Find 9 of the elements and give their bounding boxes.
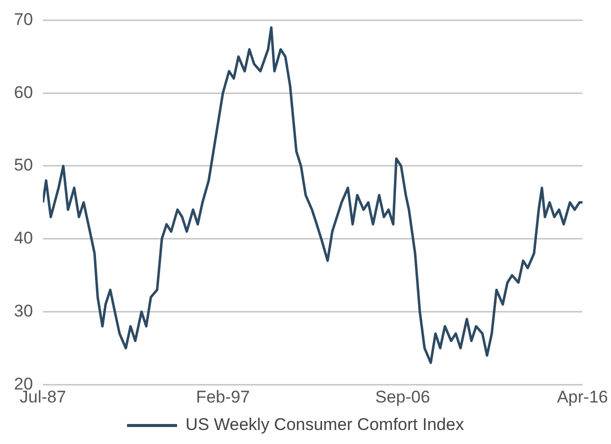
y-tick-label: 30 — [14, 301, 33, 320]
y-tick-label: 40 — [14, 228, 33, 248]
x-tick-label: Sep-06 — [375, 387, 430, 406]
x-tick-label: Apr-16 — [556, 387, 608, 406]
y-tick-label: 50 — [14, 156, 33, 175]
y-tick-label: 60 — [14, 82, 33, 102]
x-tick-label: Feb-97 — [196, 387, 250, 406]
legend-label: US Weekly Consumer Comfort Index — [186, 415, 464, 434]
y-tick-label: 70 — [14, 10, 33, 29]
